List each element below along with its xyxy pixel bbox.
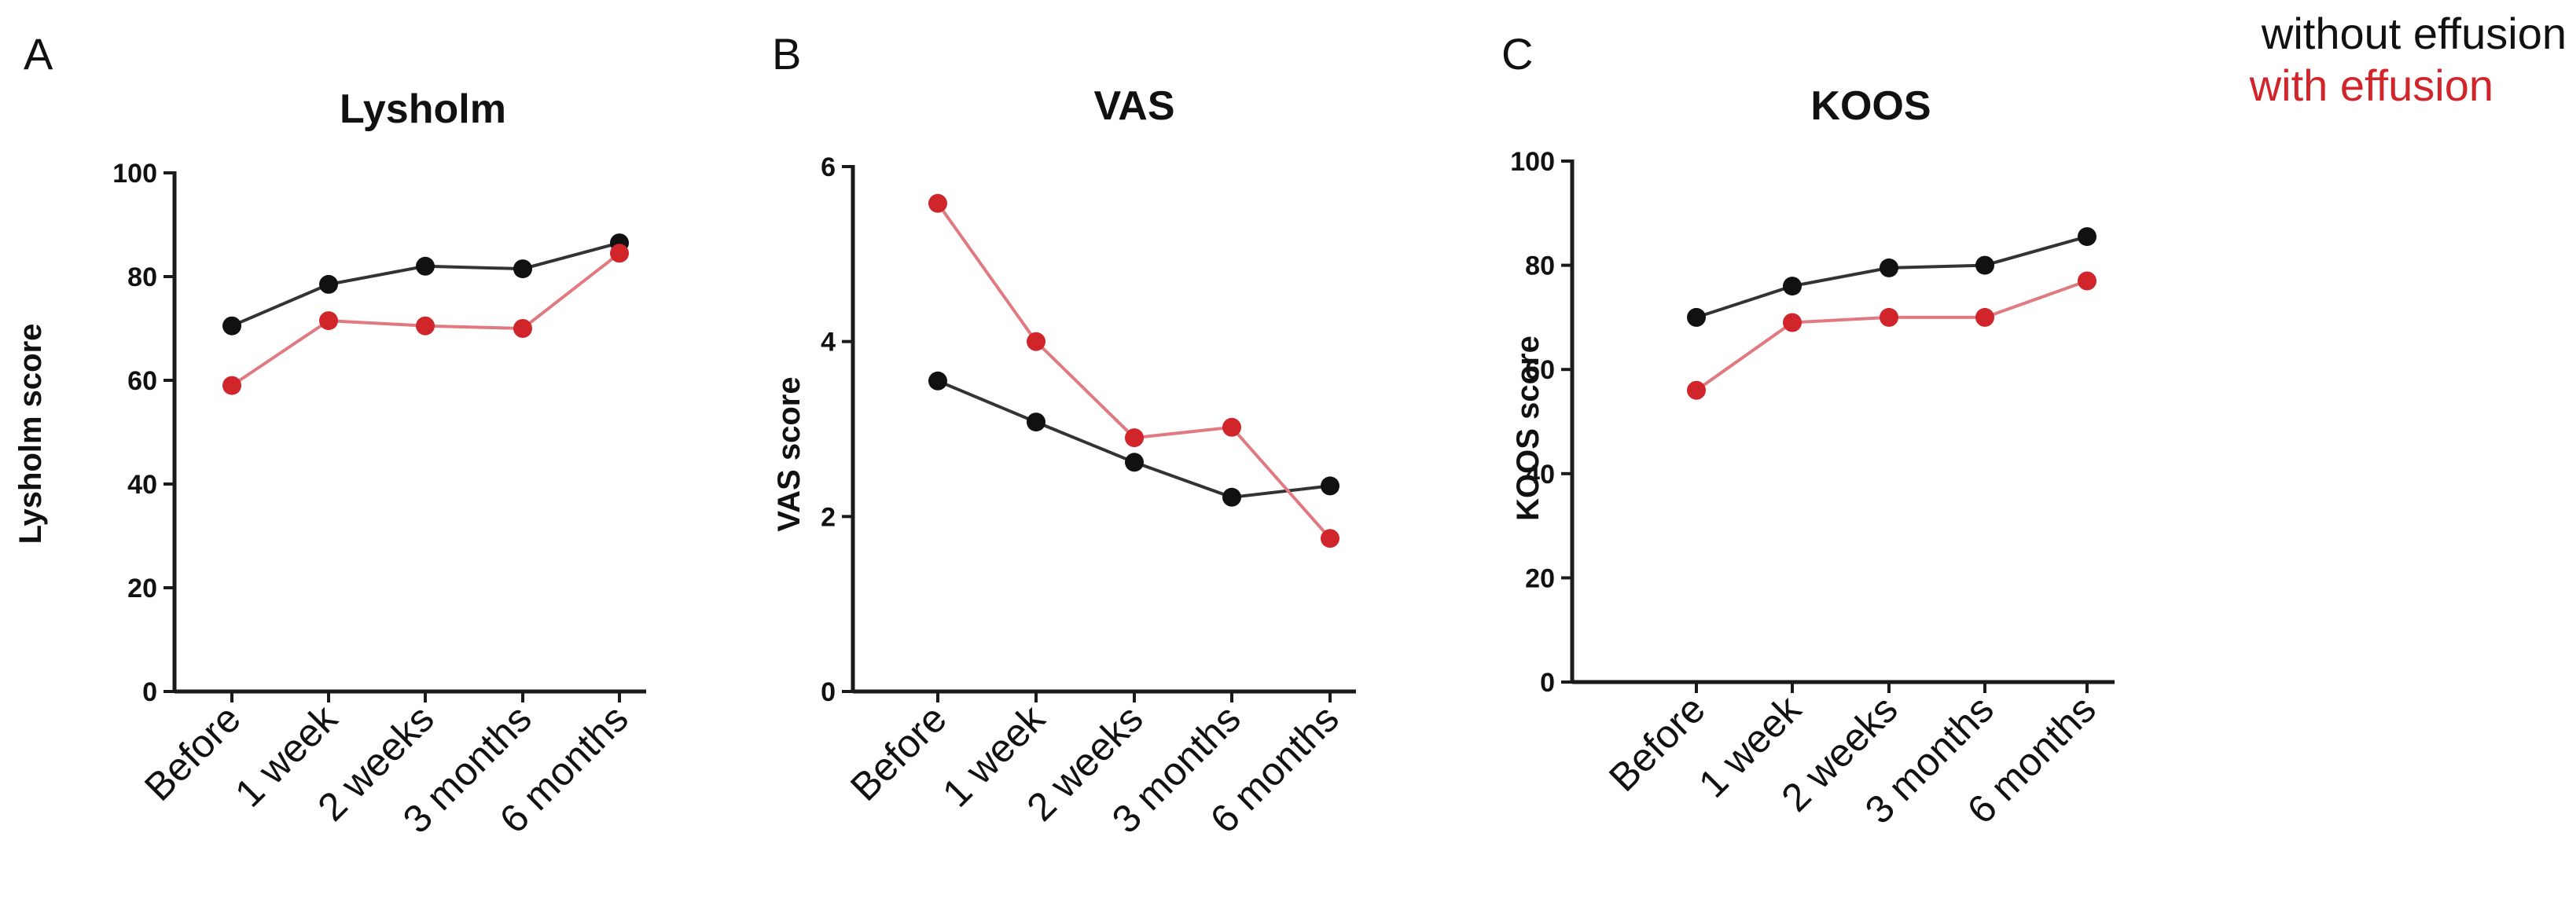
series-line-without-effusion — [1696, 235, 2088, 319]
y-tick-label: 80 — [1525, 251, 1555, 281]
data-point-without-effusion-before — [222, 316, 241, 336]
data-point-with-effusion-before — [222, 376, 241, 395]
data-point-with-effusion-3-months — [1222, 417, 1241, 437]
y-tick-label: 100 — [1510, 147, 1555, 177]
data-point-without-effusion-3-months — [1222, 487, 1241, 507]
y-tick-label: 20 — [1525, 563, 1555, 593]
chart-title: Lysholm — [340, 86, 506, 132]
chart-title: KOOS — [1810, 83, 1931, 129]
y-tick-label: 0 — [821, 677, 836, 707]
panel-letter: C — [1501, 29, 1533, 79]
data-point-without-effusion-before — [1687, 307, 1706, 327]
data-point-without-effusion-1-week — [1027, 413, 1045, 432]
data-point-without-effusion-2-weeks — [416, 256, 435, 276]
data-point-with-effusion-before — [928, 193, 947, 213]
y-tick-label: 4 — [821, 328, 836, 358]
data-point-with-effusion-3-months — [1975, 307, 1994, 327]
data-point-with-effusion-2-weeks — [1880, 307, 1898, 327]
y-tick-label: 40 — [127, 470, 157, 500]
y-tick-label: 60 — [1525, 355, 1555, 385]
data-point-with-effusion-6-months — [2078, 271, 2096, 291]
panel-a-lysholm-chart: A Lysholm Lysholm score 0 20 40 60 80 100 Befo… — [13, 29, 646, 842]
y-tick-label: 40 — [1525, 460, 1555, 490]
y-axis-label: VAS score — [772, 376, 807, 531]
data-point-with-effusion-2-weeks — [1125, 428, 1144, 448]
data-point-with-effusion-1-week — [1783, 313, 1802, 332]
data-point-without-effusion-1-week — [319, 274, 338, 294]
data-point-without-effusion-2-weeks — [1125, 453, 1144, 472]
panel-letter: B — [772, 29, 801, 79]
x-tick-label-before: Before — [842, 696, 955, 809]
data-point-with-effusion-1-week — [1027, 332, 1045, 351]
legend-label-without-effusion: without effusion — [2261, 9, 2567, 58]
legend-label-with-effusion: with effusion — [2249, 61, 2493, 110]
x-tick-label-before: Before — [1600, 687, 1714, 800]
y-tick-label: 0 — [1540, 668, 1555, 698]
y-tick-label: 6 — [821, 152, 836, 182]
chart-title: VAS — [1093, 83, 1174, 129]
legend: without effusion with effusion — [2249, 9, 2567, 110]
data-point-with-effusion-before — [1687, 380, 1706, 400]
y-tick-label: 0 — [142, 677, 157, 707]
data-point-with-effusion-6-months — [610, 244, 629, 263]
data-point-without-effusion-6-months — [1321, 476, 1339, 496]
data-point-with-effusion-1-week — [319, 311, 338, 331]
y-tick-label: 2 — [821, 502, 836, 532]
y-tick-label: 20 — [127, 574, 157, 603]
x-tick-label-before: Before — [136, 696, 249, 809]
data-point-without-effusion-3-months — [513, 259, 532, 279]
data-point-with-effusion-6-months — [1321, 529, 1339, 548]
data-point-without-effusion-6-months — [2078, 227, 2096, 247]
panel-letter: A — [24, 29, 53, 79]
y-axis-label: Lysholm score — [13, 324, 48, 545]
data-point-without-effusion-3-months — [1975, 255, 1994, 275]
series-line-with-effusion — [936, 202, 1332, 540]
y-tick-label: 60 — [127, 366, 157, 396]
data-point-without-effusion-1-week — [1783, 277, 1802, 296]
data-point-with-effusion-3-months — [513, 319, 532, 338]
y-tick-label: 80 — [127, 262, 157, 292]
y-tick-label: 100 — [112, 159, 157, 189]
data-point-with-effusion-2-weeks — [416, 316, 435, 336]
data-point-without-effusion-2-weeks — [1880, 258, 1898, 277]
data-point-without-effusion-before — [928, 371, 947, 391]
series-line-without-effusion — [231, 241, 620, 328]
y-axis-label: KOOS score — [1511, 336, 1545, 521]
